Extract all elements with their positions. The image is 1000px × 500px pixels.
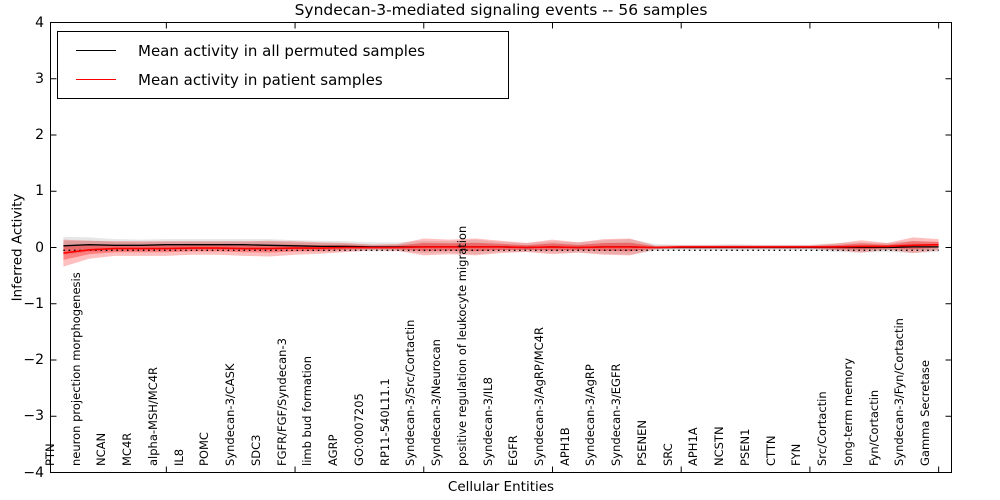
legend-item-patient: Mean activity in patient samples (76, 71, 508, 89)
y-tick-label: 4 (35, 14, 44, 31)
category-label: Src/Cortactin (815, 391, 830, 466)
category-label: PSENEN (634, 420, 649, 466)
category-label: Syndecan-3/CASK (223, 363, 238, 466)
y-tick-label: −4 (23, 464, 44, 481)
category-label: RP11-540L11.1 (377, 378, 392, 466)
category-label: Syndecan-3/Fyn/Cortactin (892, 318, 907, 466)
chart-title: Syndecan-3-mediated signaling events -- … (294, 1, 708, 19)
category-label: AGRP (326, 434, 341, 466)
category-label: FGFR/FGF/Syndecan-3 (274, 338, 289, 466)
y-tick-label: 0 (35, 239, 44, 256)
legend-item-permuted: Mean activity in all permuted samples (76, 42, 508, 60)
x-axis-label: Cellular Entities (447, 479, 555, 495)
legend-line-red-icon (76, 79, 116, 80)
category-label: CTTN (763, 435, 778, 466)
category-label: APH1A (686, 427, 701, 466)
category-label: Syndecan-3/AgRP (583, 364, 598, 466)
category-label: POMC (197, 432, 212, 466)
category-label: neuron projection morphogenesis (68, 272, 83, 466)
category-label: SDC3 (248, 434, 263, 466)
y-tick-label: −3 (23, 408, 44, 425)
category-label: Syndecan-3/AgRP/MC4R (531, 327, 546, 466)
y-tick-label: 1 (35, 183, 44, 200)
category-label: SRC (660, 443, 675, 466)
category-label: limb bud formation (300, 356, 315, 466)
category-label: NCSTN (712, 426, 727, 466)
category-label: Gamma Secretase (918, 360, 933, 466)
category-label: APH1B (557, 427, 572, 466)
category-label: Syndecan-3/EGFR (609, 363, 624, 466)
category-label: PTN (42, 443, 57, 466)
legend-label: Mean activity in all permuted samples (138, 41, 425, 60)
y-tick-label: −2 (23, 352, 44, 368)
category-label: MC4R (120, 432, 135, 466)
category-label: GO:0007205 (351, 393, 366, 466)
category-label: IL8 (171, 448, 186, 466)
category-label: alpha-MSH/MC4R (145, 366, 160, 466)
y-tick-label: 2 (35, 127, 44, 143)
category-label: Syndecan-3/Neurocan (429, 339, 443, 466)
category-label: Syndecan-3/Src/Cortactin (403, 319, 418, 466)
y-tick-label: −1 (23, 295, 44, 312)
category-label: FYN (789, 443, 804, 466)
patient-band-outer (63, 237, 939, 267)
category-label: NCAN (94, 432, 109, 466)
legend-label: Mean activity in patient samples (138, 70, 383, 89)
category-label: Fyn/Cortactin (866, 389, 881, 466)
legend-line-black-icon (76, 50, 116, 51)
patient-mean-line (63, 243, 939, 254)
category-label: long-term memory (840, 358, 855, 466)
category-label: EGFR (506, 435, 521, 466)
permuted-band-outer (63, 236, 939, 255)
category-label: PSEN1 (737, 428, 752, 466)
category-label: positive regulation of leukocyte migrati… (454, 225, 469, 466)
legend: Mean activity in all permuted samples Me… (57, 31, 509, 99)
category-label: Syndecan-3/IL8 (480, 377, 495, 466)
y-tick-label: 3 (35, 70, 44, 87)
